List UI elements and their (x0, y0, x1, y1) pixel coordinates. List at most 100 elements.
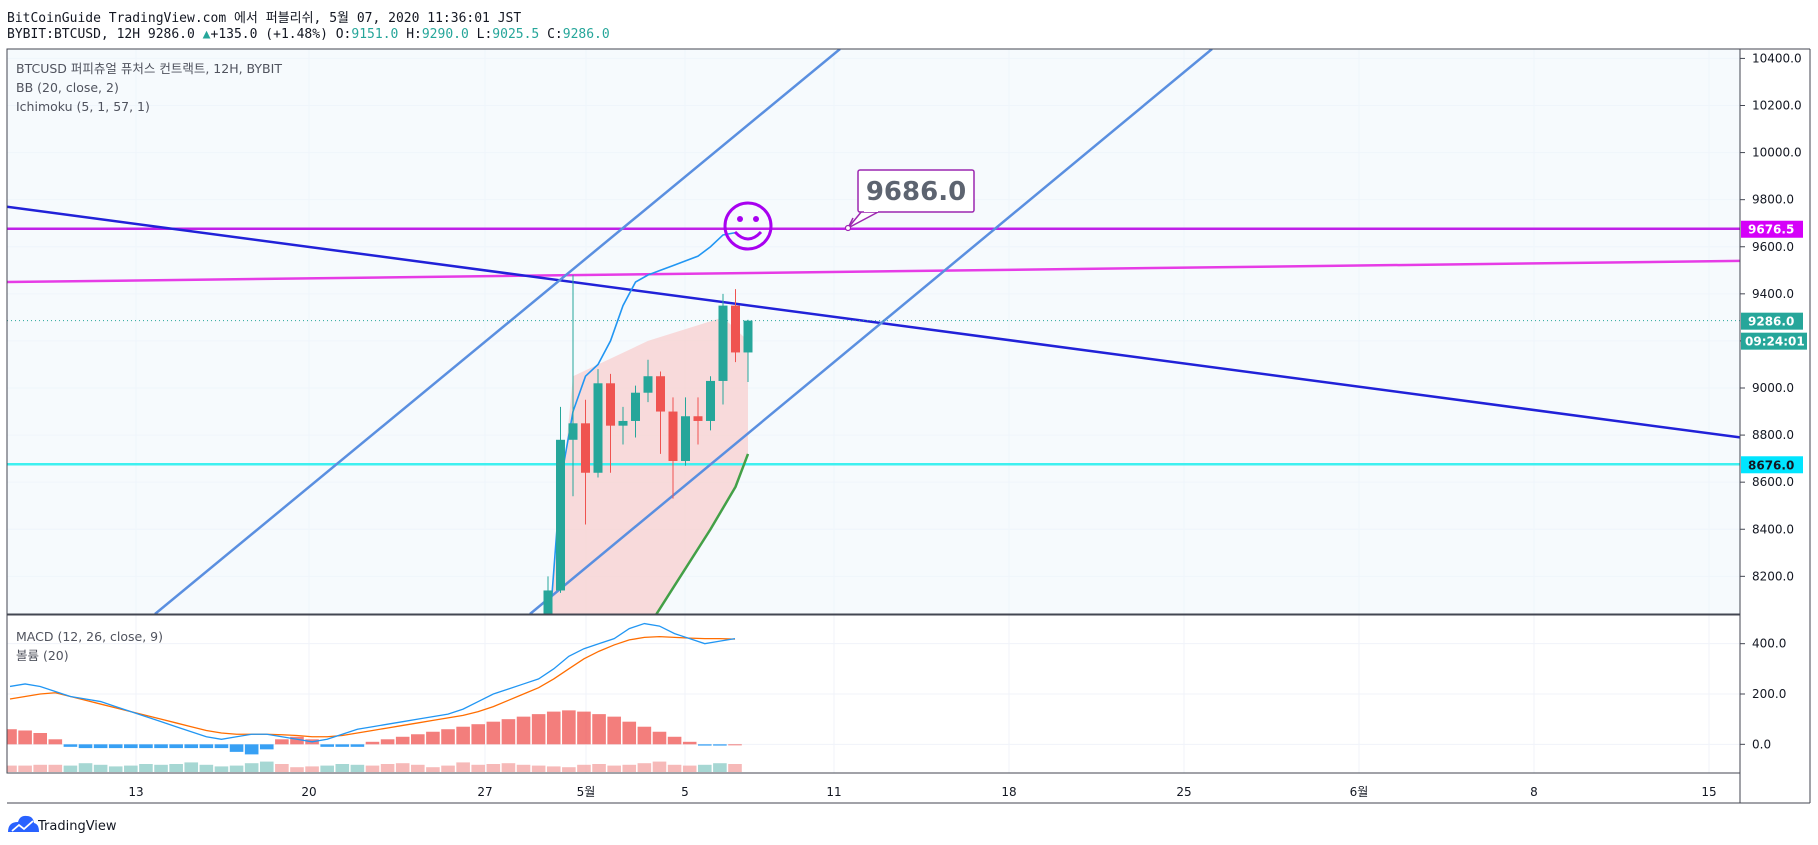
change-text: +135.0 (+1.48%) (210, 27, 328, 42)
legend-bb: BB (20, close, 2) (16, 80, 119, 95)
candle[interactable] (631, 385, 640, 438)
volume-bar (214, 766, 229, 772)
volume-bar (667, 764, 682, 772)
price-tag-label: 9676.5 (1748, 223, 1794, 237)
volume-bar (78, 763, 93, 772)
publish-info: BitCoinGuide TradingView.com 에서 퍼블리쉬, 5월… (7, 11, 522, 26)
macd-axis[interactable]: 400.0 200.0 0.0 (1740, 637, 1786, 752)
price-tag-label: 9286.0 (1748, 315, 1794, 329)
macd-histogram-bar (592, 714, 606, 745)
channel-lower-line[interactable] (529, 49, 1213, 614)
open-value: 9151.0 (351, 27, 399, 42)
volume-bar (380, 764, 395, 772)
macd-histogram-bar (607, 716, 621, 745)
smiley-icon[interactable] (723, 201, 773, 251)
macd-histogram-bar (622, 721, 637, 745)
candle-body (731, 305, 740, 353)
symbol-text: BYBIT:BTCUSD, 12H 9286.0 (7, 27, 195, 42)
macd-tick-label: 400.0 (1752, 637, 1786, 651)
low-value: 9025.5 (492, 27, 540, 42)
downtrend-line[interactable] (7, 205, 1740, 439)
tradingview-logo[interactable]: TradingView (8, 815, 117, 834)
low-label: L: (476, 27, 493, 42)
candle[interactable] (693, 397, 703, 445)
volume-bar (697, 764, 712, 772)
price-tick-label: 10400.0 (1752, 51, 1802, 65)
price-callout[interactable]: 9686.0 (844, 169, 975, 232)
volume-bar (441, 765, 455, 772)
magenta-trend-line[interactable] (7, 259, 1740, 284)
volume-bar (290, 767, 304, 772)
macd-histogram-bar (516, 716, 531, 745)
candle[interactable] (543, 576, 553, 680)
price-tag: 9286.0 (1741, 312, 1803, 330)
candle-body (681, 416, 690, 461)
channel-upper-line[interactable] (154, 49, 841, 614)
candle[interactable] (593, 369, 603, 478)
volume-bar (124, 765, 138, 772)
candle[interactable] (706, 376, 715, 431)
volume-bar (63, 765, 78, 772)
candle[interactable] (743, 319, 753, 382)
time-tick-label: 13 (128, 785, 143, 799)
macd-histogram-bar (214, 744, 229, 749)
volume-bar (108, 766, 123, 772)
countdown-bg (1741, 332, 1807, 350)
indicator-fills (7, 49, 1740, 614)
macd-histogram-bar (199, 744, 214, 749)
drawing-layer[interactable] (7, 49, 1740, 647)
legend-macd: MACD (12, 26, close, 9) (16, 629, 163, 644)
price-tick-label: 10000.0 (1752, 146, 1802, 160)
price-tags: 9676.5 9286.0 8676.0 09:24:01 (1741, 220, 1807, 474)
macd-histogram-bar (124, 744, 138, 749)
price-tick-label: 9600.0 (1752, 240, 1794, 254)
volume-bar (395, 763, 410, 772)
candle-body (568, 423, 578, 440)
candle[interactable] (618, 406, 628, 445)
macd-histogram-bar (562, 710, 576, 745)
volume-bar (607, 765, 621, 772)
candle[interactable] (668, 397, 678, 499)
macd-tick-label: 200.0 (1752, 687, 1786, 701)
price-tick-label: 8800.0 (1752, 428, 1794, 442)
volume-bar (637, 763, 652, 772)
volume-bar (713, 763, 727, 772)
candle-body (606, 383, 615, 426)
volume-bar (350, 764, 365, 772)
candle[interactable] (656, 371, 665, 454)
macd-histogram-bar (78, 744, 93, 749)
candle[interactable] (556, 406, 565, 593)
volume-bar (184, 762, 199, 772)
candle-body (668, 411, 678, 461)
volume-bar (456, 762, 470, 772)
macd-histogram-bar (18, 730, 32, 745)
macd-histogram-bar (395, 736, 410, 745)
macd-histogram-bar (229, 744, 244, 752)
candle[interactable] (581, 399, 590, 525)
price-tick-label: 8400.0 (1752, 522, 1794, 536)
candles[interactable] (543, 275, 753, 680)
candle[interactable] (718, 293, 728, 405)
candle[interactable] (681, 397, 690, 466)
high-label: H: (406, 27, 422, 42)
macd-histogram-bar (290, 736, 304, 745)
price-tick-label: 10200.0 (1752, 99, 1802, 113)
volume-bar (229, 765, 244, 772)
time-tick-label: 18 (1001, 785, 1016, 799)
high-value: 9290.0 (421, 27, 469, 42)
volume-bar (652, 761, 667, 772)
volume-bar (531, 765, 546, 772)
time-axis[interactable]: 13 20 27 5월 5 11 18 25 6월 8 15 (128, 785, 1716, 799)
volume-bar (169, 764, 183, 772)
candle[interactable] (731, 289, 740, 363)
macd-histogram-bar (682, 741, 697, 745)
volume-bar (501, 763, 516, 772)
candle[interactable] (568, 275, 578, 497)
macd-histogram-bar (365, 741, 380, 745)
macd-histogram-bar (577, 711, 591, 745)
candle[interactable] (606, 373, 615, 473)
macd-line (9, 622, 736, 743)
bb-band-fill (7, 49, 1740, 614)
candle[interactable] (643, 359, 653, 403)
